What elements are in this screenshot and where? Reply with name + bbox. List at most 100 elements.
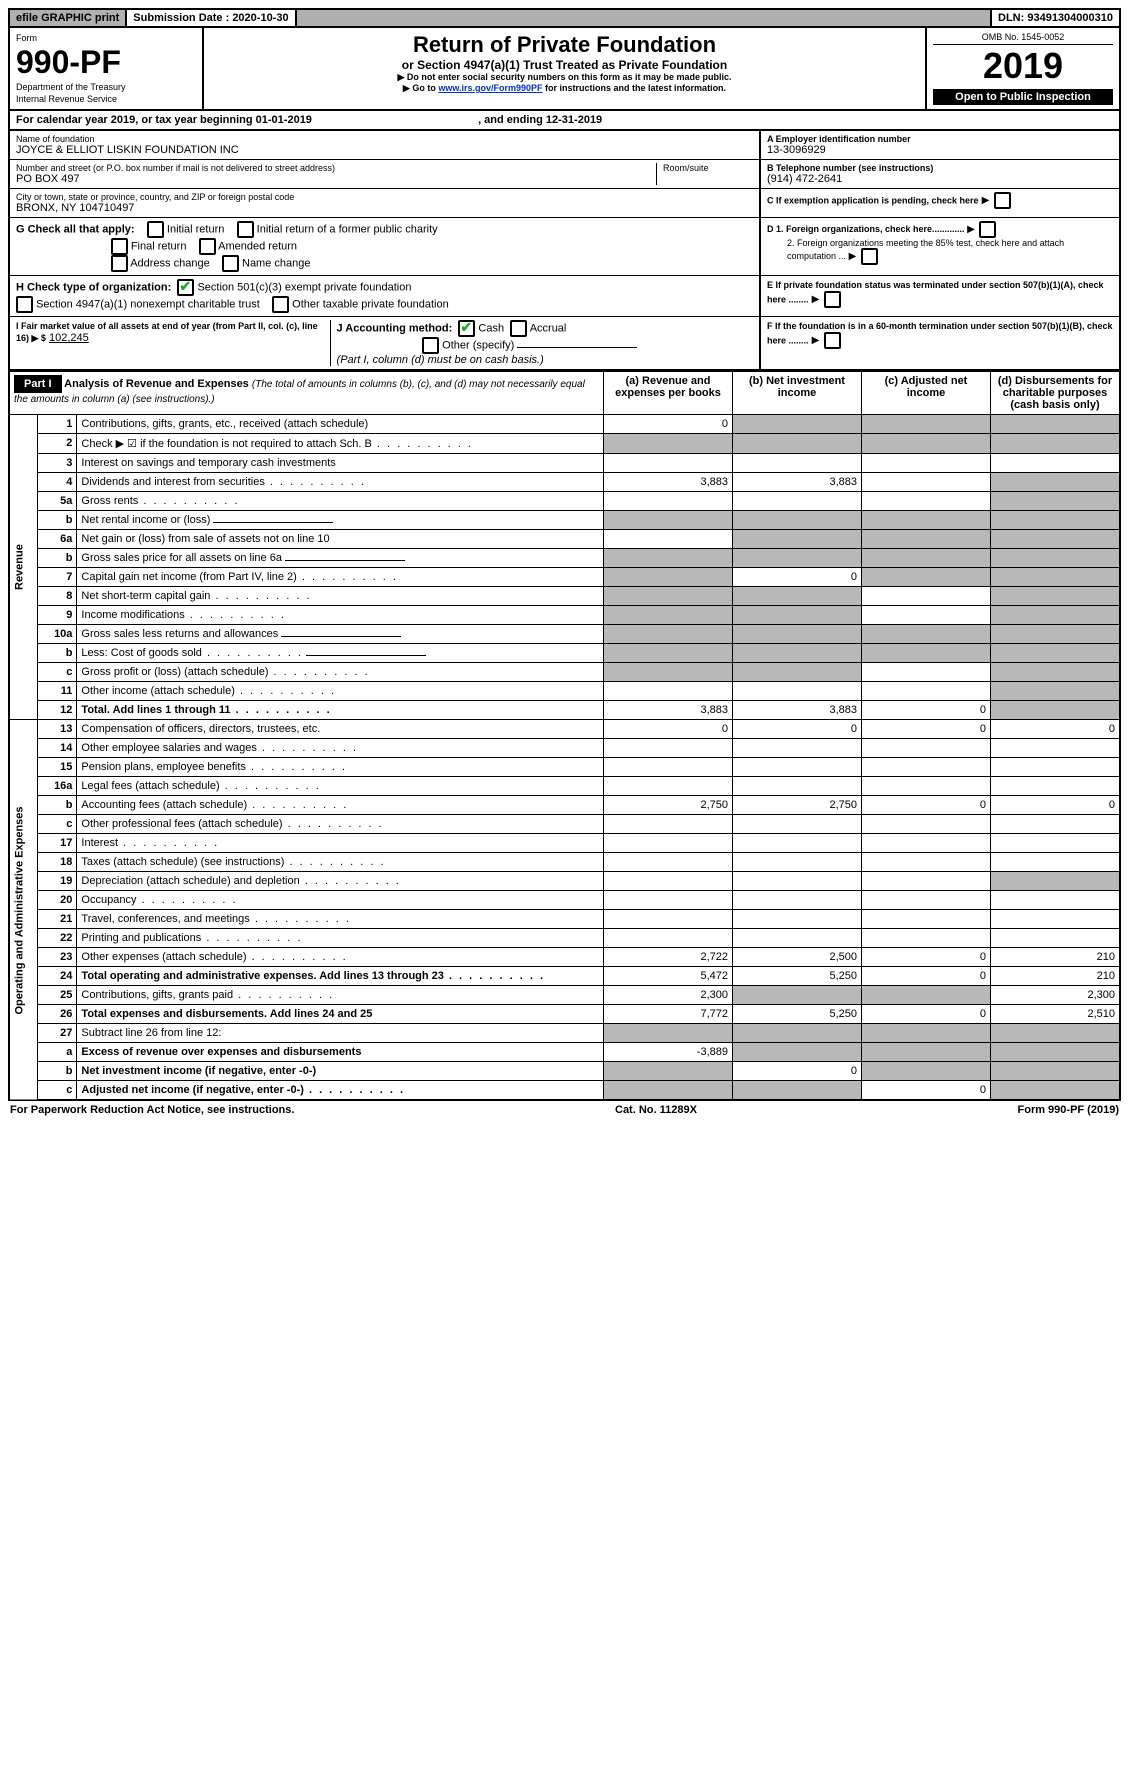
g-opt3: Amended return <box>218 240 297 252</box>
row-number: 16a <box>38 777 77 796</box>
cell-b <box>733 682 862 701</box>
c-checkbox[interactable] <box>994 192 1011 209</box>
cell-d <box>991 644 1121 663</box>
cell-a <box>604 663 733 682</box>
cell-d <box>991 815 1121 834</box>
table-row: 15Pension plans, employee benefits <box>9 758 1120 777</box>
row-number: b <box>38 549 77 568</box>
inline-field[interactable] <box>213 522 333 523</box>
cell-d <box>991 929 1121 948</box>
cell-b <box>733 644 862 663</box>
row-label: Taxes (attach schedule) (see instruction… <box>77 853 604 872</box>
j-accrual-checkbox[interactable] <box>510 320 527 337</box>
inline-field[interactable] <box>285 560 405 561</box>
cell-d <box>991 758 1121 777</box>
row-number: b <box>38 644 77 663</box>
g-cell: G Check all that apply: Initial return I… <box>10 218 759 276</box>
e-checkbox[interactable] <box>824 291 841 308</box>
h-other-checkbox[interactable] <box>272 296 289 313</box>
d-cell: D 1. Foreign organizations, check here..… <box>759 218 1119 276</box>
g-initial-former-checkbox[interactable] <box>237 221 254 238</box>
row-number: c <box>38 1081 77 1101</box>
table-row: cOther professional fees (attach schedul… <box>9 815 1120 834</box>
cell-c <box>862 815 991 834</box>
cell-b: 0 <box>733 568 862 587</box>
row-label: Net rental income or (loss) <box>77 511 604 530</box>
cell-c <box>862 1043 991 1062</box>
row-number: 25 <box>38 986 77 1005</box>
tel-value: (914) 472-2641 <box>767 173 1113 185</box>
cell-c <box>862 492 991 511</box>
form-label: Form <box>16 33 37 43</box>
omb-number: OMB No. 1545-0052 <box>933 32 1113 45</box>
note2-pre: ▶ Go to <box>403 83 438 93</box>
row-label: Net short-term capital gain <box>77 587 604 606</box>
cell-d <box>991 853 1121 872</box>
cell-a: 5,472 <box>604 967 733 986</box>
row-number: 4 <box>38 473 77 492</box>
arrow-icon <box>812 293 822 305</box>
g-address-checkbox[interactable] <box>111 255 128 272</box>
row-label: Other expenses (attach schedule) <box>77 948 604 967</box>
row-label: Printing and publications <box>77 929 604 948</box>
header-note2: ▶ Go to www.irs.gov/Form990PF for instru… <box>210 83 919 94</box>
cell-a <box>604 891 733 910</box>
arrow-icon <box>812 334 822 346</box>
table-row: 16aLegal fees (attach schedule) <box>9 777 1120 796</box>
cell-c <box>862 853 991 872</box>
d2-checkbox[interactable] <box>861 248 878 265</box>
cell-a <box>604 606 733 625</box>
row-label: Total operating and administrative expen… <box>77 967 604 986</box>
row-number: 27 <box>38 1024 77 1043</box>
cell-a <box>604 834 733 853</box>
cell-c: 0 <box>862 1081 991 1101</box>
ij-cell: I Fair market value of all assets at end… <box>10 317 759 370</box>
cell-b: 5,250 <box>733 1005 862 1024</box>
h-4947-checkbox[interactable] <box>16 296 33 313</box>
cell-a <box>604 644 733 663</box>
irs-link[interactable]: www.irs.gov/Form990PF <box>438 83 542 93</box>
row-label: Check ▶ ☑ if the foundation is not requi… <box>77 434 604 454</box>
f-checkbox[interactable] <box>824 332 841 349</box>
cell-d <box>991 1024 1121 1043</box>
cell-b <box>733 454 862 473</box>
cell-a <box>604 549 733 568</box>
entity-info: Name of foundation JOYCE & ELLIOT LISKIN… <box>8 131 1121 370</box>
cell-b: 0 <box>733 720 862 739</box>
inline-field[interactable] <box>306 655 426 656</box>
row-number: 9 <box>38 606 77 625</box>
d1-checkbox[interactable] <box>979 221 996 238</box>
g-name-checkbox[interactable] <box>222 255 239 272</box>
g-final-checkbox[interactable] <box>111 238 128 255</box>
row-number: 19 <box>38 872 77 891</box>
tax-year: 2019 <box>933 45 1113 87</box>
j-other-checkbox[interactable] <box>422 337 439 354</box>
g-amended-checkbox[interactable] <box>199 238 216 255</box>
cell-d <box>991 530 1121 549</box>
cell-b <box>733 663 862 682</box>
table-row: 26Total expenses and disbursements. Add … <box>9 1005 1120 1024</box>
h-501c3-checkbox[interactable] <box>177 279 194 296</box>
table-row: 22Printing and publications <box>9 929 1120 948</box>
foundation-name: JOYCE & ELLIOT LISKIN FOUNDATION INC <box>16 144 753 156</box>
cell-d <box>991 473 1121 492</box>
row-number: b <box>38 1062 77 1081</box>
g-initial-checkbox[interactable] <box>147 221 164 238</box>
footer-mid: Cat. No. 11289X <box>615 1104 697 1116</box>
cell-b <box>733 606 862 625</box>
cell-c <box>862 473 991 492</box>
row-number: 14 <box>38 739 77 758</box>
row-label: Other income (attach schedule) <box>77 682 604 701</box>
g-opt4: Address change <box>130 257 210 269</box>
inline-field[interactable] <box>281 636 401 637</box>
row-label: Total. Add lines 1 through 11 <box>77 701 604 720</box>
cell-c <box>862 872 991 891</box>
j-cash-checkbox[interactable] <box>458 320 475 337</box>
j-other-input[interactable] <box>517 347 637 348</box>
row-number: 22 <box>38 929 77 948</box>
cell-c <box>862 1062 991 1081</box>
cell-b <box>733 891 862 910</box>
ein-label: A Employer identification number <box>767 134 1113 144</box>
irs-label: Internal Revenue Service <box>16 94 117 104</box>
row-number: b <box>38 511 77 530</box>
